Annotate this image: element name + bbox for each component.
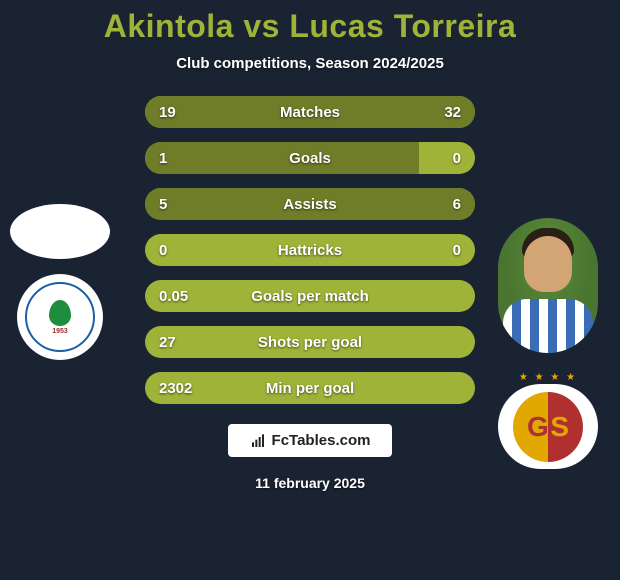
stat-row-goals-per-match: 0.05 Goals per match bbox=[145, 280, 475, 312]
rizespor-badge: 1953 bbox=[25, 282, 95, 352]
stat-left-value: 1 bbox=[159, 150, 167, 167]
stat-left-value: 0.05 bbox=[159, 288, 188, 305]
stat-left-value: 19 bbox=[159, 104, 176, 121]
stat-bar-right bbox=[294, 188, 476, 220]
badge-letter-s: S bbox=[550, 411, 569, 443]
tea-leaf-icon bbox=[49, 300, 71, 326]
stat-right-value: 6 bbox=[453, 196, 461, 213]
stat-label: Hattricks bbox=[145, 242, 475, 259]
stat-row-assists: 5 Assists 6 bbox=[145, 188, 475, 220]
player-jersey bbox=[503, 299, 593, 353]
stat-right-value: 32 bbox=[444, 104, 461, 121]
club-year: 1953 bbox=[52, 328, 68, 335]
player-right-avatar bbox=[498, 218, 598, 353]
comparison-card: Akintola vs Lucas Torreira Club competit… bbox=[0, 0, 620, 580]
stat-right-value: 0 bbox=[453, 150, 461, 167]
stat-right-value: 0 bbox=[453, 242, 461, 259]
page-title: Akintola vs Lucas Torreira bbox=[104, 8, 517, 45]
galatasaray-badge: G S bbox=[513, 392, 583, 462]
stat-row-min-per-goal: 2302 Min per goal bbox=[145, 372, 475, 404]
stat-label: Shots per goal bbox=[145, 334, 475, 351]
player-left-avatar bbox=[10, 204, 110, 259]
stat-bar-left bbox=[145, 142, 419, 174]
stat-row-matches: 19 Matches 32 bbox=[145, 96, 475, 128]
chart-icon bbox=[250, 433, 266, 449]
stars-icon: ★ ★ ★ ★ bbox=[498, 372, 598, 383]
stat-row-shots-per-goal: 27 Shots per goal bbox=[145, 326, 475, 358]
club-left-badge: 1953 bbox=[17, 274, 103, 360]
stat-row-goals: 1 Goals 0 bbox=[145, 142, 475, 174]
subtitle: Club competitions, Season 2024/2025 bbox=[176, 55, 444, 72]
attribution-text: FcTables.com bbox=[272, 432, 371, 449]
club-right-badge: ★ ★ ★ ★ G S bbox=[498, 384, 598, 469]
stat-row-hattricks: 0 Hattricks 0 bbox=[145, 234, 475, 266]
badge-letter-g: G bbox=[527, 411, 549, 443]
stat-label: Goals per match bbox=[145, 288, 475, 305]
player-head bbox=[524, 236, 572, 292]
stat-left-value: 27 bbox=[159, 334, 176, 351]
stats-area: 1953 ★ ★ ★ ★ G S 19 Matches 32 1 bbox=[0, 96, 620, 418]
stat-left-value: 2302 bbox=[159, 380, 192, 397]
stat-left-value: 0 bbox=[159, 242, 167, 259]
date-text: 11 february 2025 bbox=[255, 475, 365, 491]
stat-label: Min per goal bbox=[145, 380, 475, 397]
attribution-box[interactable]: FcTables.com bbox=[228, 424, 393, 457]
stat-left-value: 5 bbox=[159, 196, 167, 213]
